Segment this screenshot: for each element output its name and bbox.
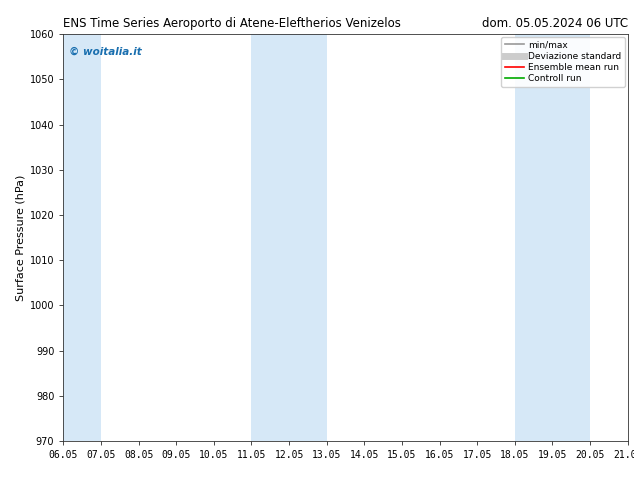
- Text: © woitalia.it: © woitalia.it: [69, 47, 142, 56]
- Text: dom. 05.05.2024 06 UTC: dom. 05.05.2024 06 UTC: [482, 17, 628, 30]
- Y-axis label: Surface Pressure (hPa): Surface Pressure (hPa): [16, 174, 25, 301]
- Text: ENS Time Series Aeroporto di Atene-Eleftherios Venizelos: ENS Time Series Aeroporto di Atene-Eleft…: [63, 17, 401, 30]
- Bar: [515, 34, 590, 441]
- Legend: min/max, Deviazione standard, Ensemble mean run, Controll run: min/max, Deviazione standard, Ensemble m…: [501, 37, 625, 87]
- Bar: [252, 34, 327, 441]
- Bar: [63, 34, 101, 441]
